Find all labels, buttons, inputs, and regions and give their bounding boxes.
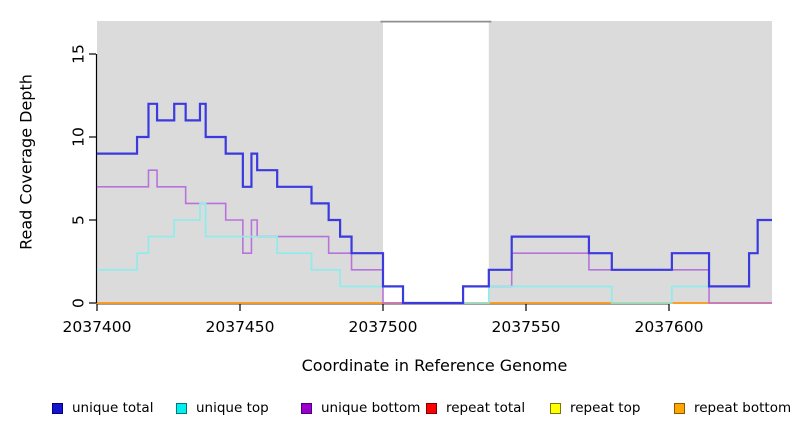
x-tick-label: 2037400 [62,318,131,336]
y-tick-label: 10 [69,127,87,147]
legend-item-unique-total: unique total [52,399,153,417]
x-tick-label: 2037500 [348,318,417,336]
legend-item-repeat-total: repeat total [426,399,525,417]
series-unique-bottom-line [97,169,772,304]
legend-label: unique bottom [321,400,421,416]
legend-swatch-repeat-total [426,402,437,414]
x-tick-label: 2037450 [205,318,274,336]
y-axis-title: Read Coverage Depth [16,74,36,250]
series-unique-total-line [97,102,772,305]
legend-label: repeat bottom [694,400,792,416]
legend-item-unique-top: unique top [176,399,269,417]
legend-label: unique total [72,400,154,416]
y-tick-label: 0 [69,298,87,308]
y-tick-label: 15 [69,44,87,64]
legend-item-repeat-bottom: repeat bottom [674,399,791,417]
legend-swatch-unique-bottom [301,402,312,414]
y-tick-label: 5 [69,215,87,225]
gap-band [383,22,489,303]
legend-item-repeat-top: repeat top [550,399,640,417]
legend-label: unique top [196,400,269,416]
legend-swatch-unique-top [176,402,187,414]
series-unique-top-line [97,202,772,304]
legend-swatch-unique-total [52,402,63,414]
legend-swatch-repeat-bottom [674,402,685,414]
legend: unique total unique top unique bottom repea… [0,399,792,423]
legend-item-unique-bottom: unique bottom [301,399,420,417]
legend-label: repeat top [570,400,641,416]
x-tick-label: 2037600 [634,318,703,336]
x-axis-title: Coordinate in Reference Genome [301,356,568,375]
legend-swatch-repeat-top [550,402,561,414]
legend-label: repeat total [446,400,526,416]
coverage-plot: 2037400 2037450 2037500 2037550 2037600 0 5 10 1… [62,20,772,336]
x-tick-label: 2037550 [491,318,560,336]
